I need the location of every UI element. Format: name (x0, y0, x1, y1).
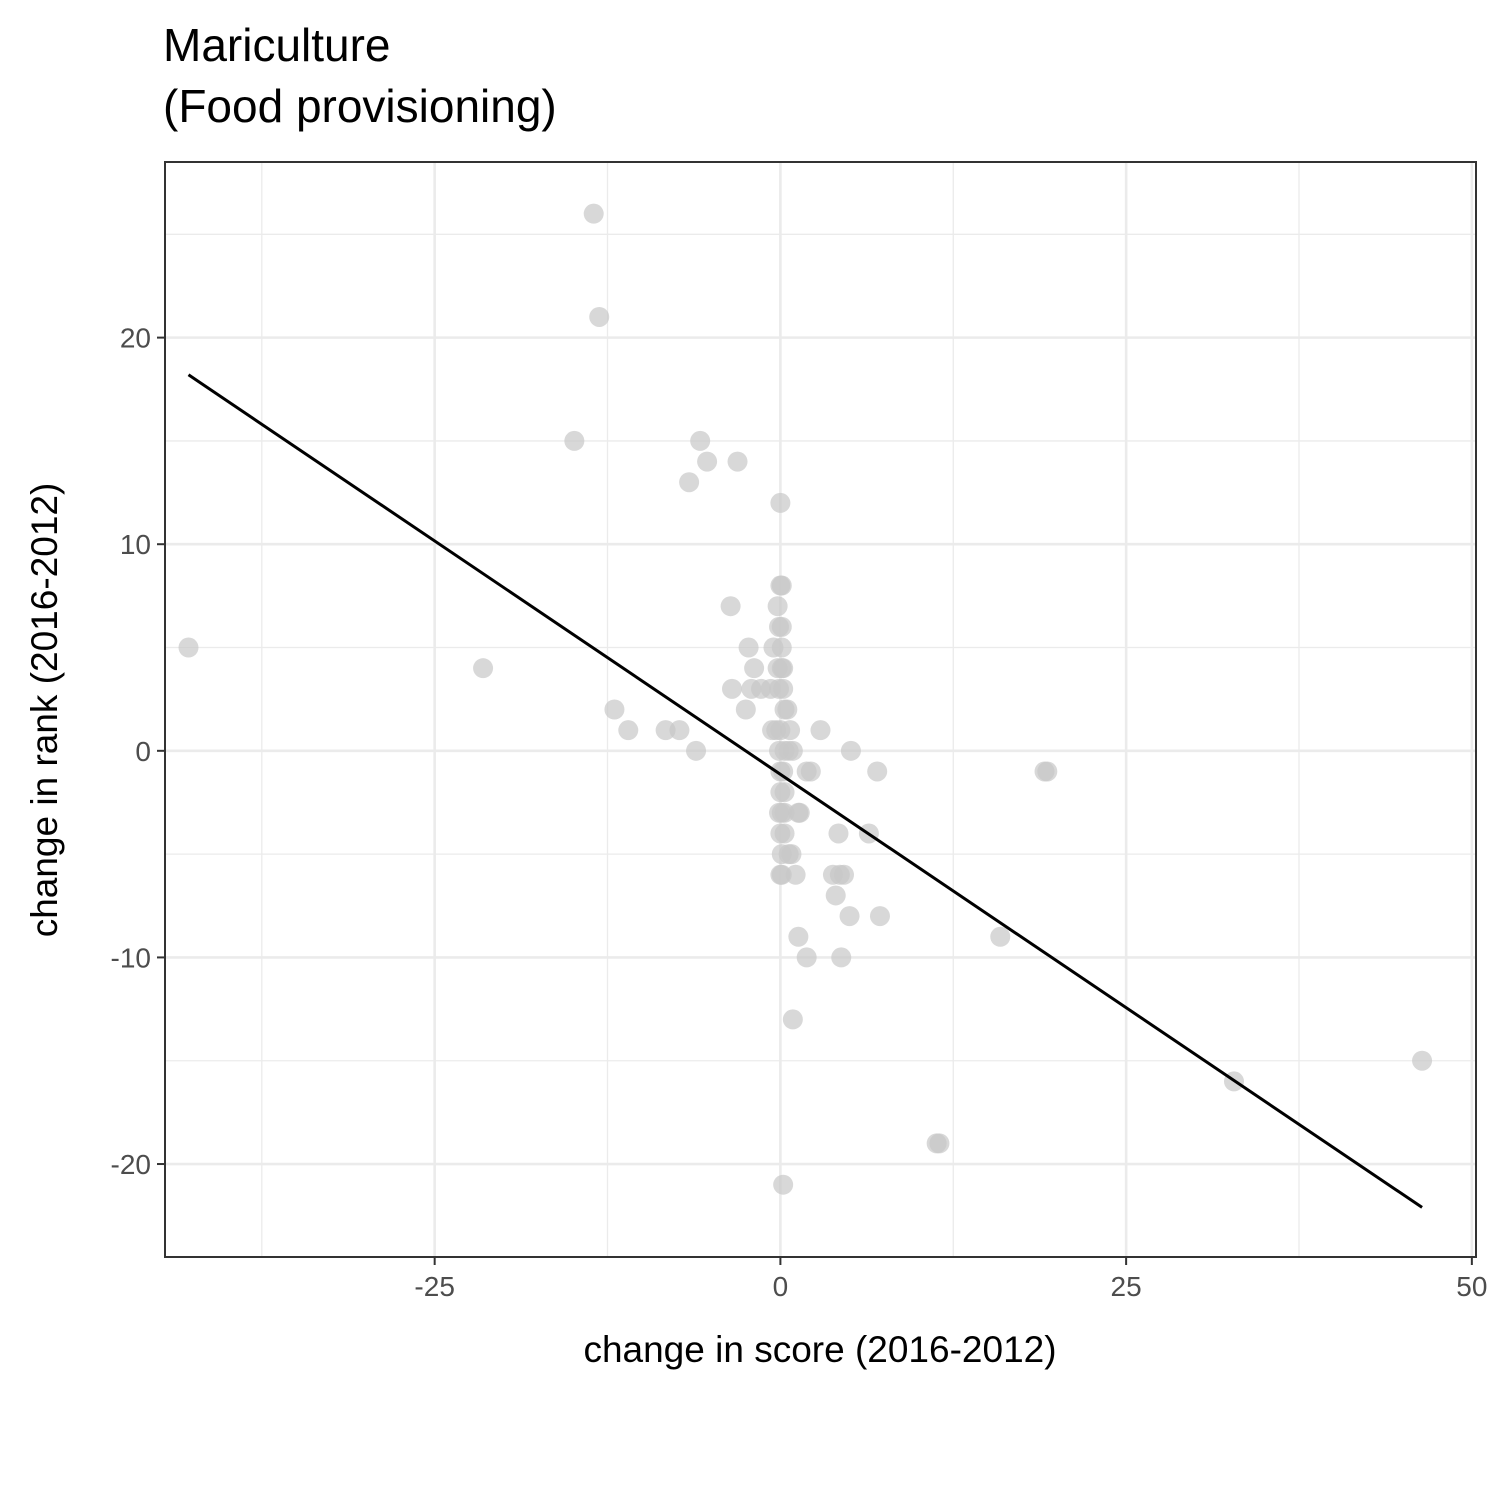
data-point (604, 699, 625, 720)
data-point (840, 740, 861, 761)
data-point (1037, 761, 1058, 782)
data-point (773, 678, 794, 699)
data-point (771, 575, 792, 596)
data-point (831, 947, 852, 968)
data-point (771, 637, 792, 658)
data-point (721, 678, 742, 699)
data-point (697, 451, 718, 472)
data-point (869, 906, 890, 927)
data-point (727, 451, 748, 472)
data-point (1412, 1050, 1433, 1071)
data-point (738, 637, 759, 658)
data-point (777, 699, 798, 720)
data-point (744, 658, 765, 679)
data-point (825, 885, 846, 906)
data-point (867, 761, 888, 782)
data-point (789, 802, 810, 823)
data-point (473, 658, 494, 679)
y-tick-label: 0 (135, 736, 151, 767)
data-points (178, 203, 1433, 1195)
data-point (655, 720, 676, 741)
data-point (770, 492, 791, 513)
data-point (773, 761, 794, 782)
data-point (618, 720, 639, 741)
data-point (774, 802, 795, 823)
data-point (780, 720, 801, 741)
data-point (788, 926, 809, 947)
data-point (782, 740, 803, 761)
data-point (796, 947, 817, 968)
chart-title: Mariculture (163, 19, 391, 71)
panel-border (164, 161, 1477, 1258)
data-point (679, 472, 700, 493)
trend-line (187, 373, 1423, 1209)
data-point (589, 306, 610, 327)
data-point (839, 906, 860, 927)
data-point (781, 844, 802, 865)
data-point (774, 782, 795, 803)
data-point (720, 596, 741, 617)
data-point (828, 823, 849, 844)
data-point (773, 1174, 794, 1195)
data-point (990, 926, 1011, 947)
data-point (800, 761, 821, 782)
data-point (583, 203, 604, 224)
data-point (690, 430, 711, 451)
trend-line-group (187, 373, 1423, 1209)
data-point (771, 616, 792, 637)
data-point (735, 699, 756, 720)
chart-subtitle: (Food provisioning) (163, 80, 557, 132)
y-tick-label: 10 (120, 529, 151, 560)
data-point (834, 864, 855, 885)
y-tick-label: -10 (111, 942, 151, 973)
data-point (669, 720, 690, 741)
x-axis-title: change in score (2016-2012) (583, 1329, 1056, 1370)
y-axis-title: change in rank (2016-2012) (24, 483, 65, 938)
y-axis: -20 -10 0 10 20 (111, 323, 165, 1180)
minor-gridlines (165, 162, 1476, 1257)
data-point (929, 1133, 950, 1154)
data-point (785, 864, 806, 885)
data-point (686, 740, 707, 761)
y-tick-label: -20 (111, 1149, 151, 1180)
y-tick-label: 20 (120, 323, 151, 354)
x-tick-label: 50 (1456, 1271, 1487, 1302)
data-point (774, 823, 795, 844)
data-point (564, 430, 585, 451)
x-tick-label: 25 (1111, 1271, 1142, 1302)
data-point (767, 596, 788, 617)
x-tick-label: -25 (414, 1271, 454, 1302)
plot-panel (165, 162, 1476, 1257)
data-point (782, 1009, 803, 1030)
data-point (810, 720, 831, 741)
data-point (773, 658, 794, 679)
data-point (178, 637, 199, 658)
x-axis: -25 0 25 50 (414, 1257, 1487, 1302)
data-point (771, 864, 792, 885)
x-tick-label: 0 (773, 1271, 789, 1302)
